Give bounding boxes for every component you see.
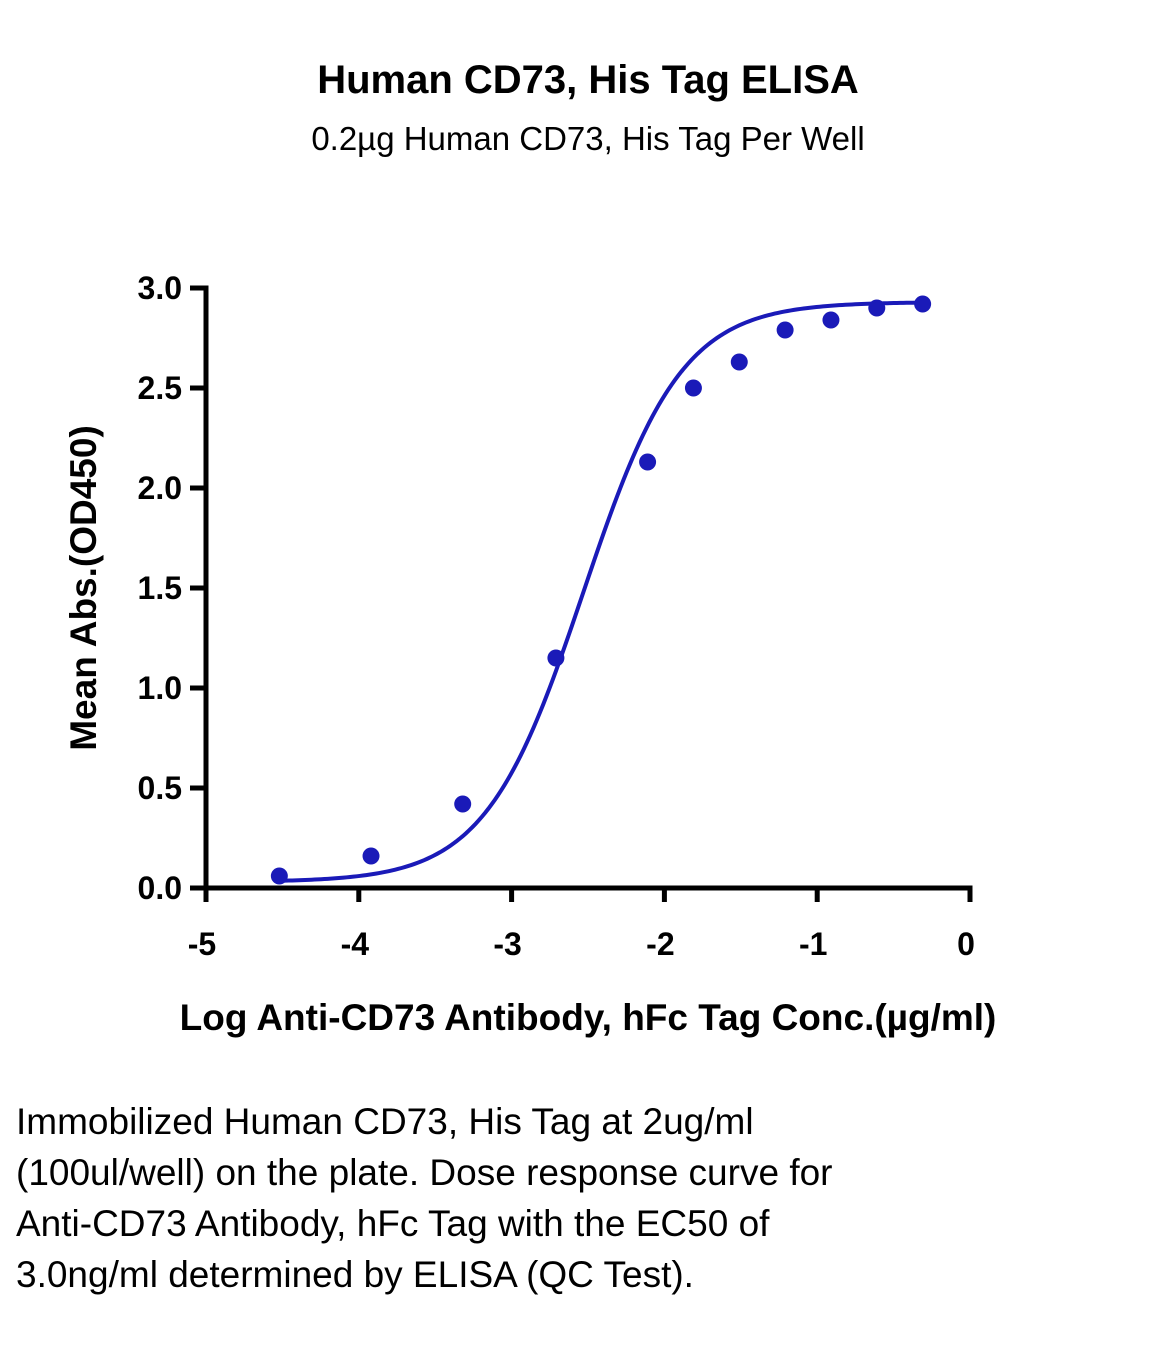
data-point xyxy=(639,453,657,471)
data-point xyxy=(547,649,565,667)
y-tick-label: 0.0 xyxy=(138,870,182,906)
y-tick-label: 2.0 xyxy=(138,470,182,506)
data-point xyxy=(776,321,794,339)
y-tick-label: 1.5 xyxy=(138,570,182,606)
data-point xyxy=(454,795,472,813)
chart-subtitle: 0.2µg Human CD73, His Tag Per Well xyxy=(311,120,864,157)
y-axis-ticks: 0.0 0.5 1.0 1.5 2.0 2.5 3.0 xyxy=(138,270,206,906)
data-points-layer xyxy=(270,295,932,885)
data-point xyxy=(684,379,702,397)
y-axis-label: Mean Abs.(OD450) xyxy=(63,425,104,751)
fit-curve-layer xyxy=(279,300,923,883)
data-point xyxy=(914,295,932,313)
fit-curve xyxy=(279,300,923,883)
data-point xyxy=(822,311,840,329)
data-point xyxy=(270,867,288,885)
x-tick-label: -2 xyxy=(646,926,674,962)
chart-title: Human CD73, His Tag ELISA xyxy=(317,58,859,102)
axes xyxy=(203,285,973,893)
x-tick-label: -4 xyxy=(341,926,370,962)
x-tick-label: -1 xyxy=(799,926,827,962)
y-tick-label: 2.5 xyxy=(138,370,182,406)
x-tick-label: 0 xyxy=(957,926,975,962)
x-axis-ticks: -5 -4 -3 -2 -1 0 xyxy=(188,888,975,962)
chart: Human CD73, His Tag ELISA 0.2µg Human CD… xyxy=(63,58,997,1038)
data-point xyxy=(868,299,886,317)
caption-text: Immobilized Human CD73, His Tag at 2ug/m… xyxy=(16,1101,833,1295)
x-tick-label: -3 xyxy=(493,926,521,962)
y-tick-label: 1.0 xyxy=(138,670,182,706)
x-axis-label: Log Anti-CD73 Antibody, hFc Tag Conc.(µg… xyxy=(180,997,997,1038)
data-point xyxy=(362,847,380,865)
y-tick-label: 0.5 xyxy=(138,770,182,806)
y-tick-label: 3.0 xyxy=(138,270,182,306)
data-point xyxy=(730,353,748,371)
x-tick-label: -5 xyxy=(188,926,216,962)
